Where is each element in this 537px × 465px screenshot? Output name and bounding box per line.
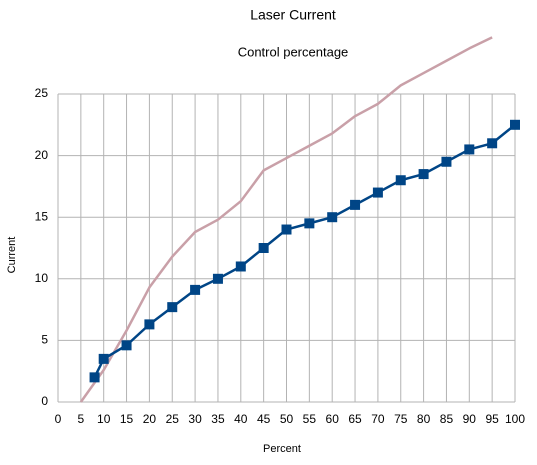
data-point (89, 372, 100, 383)
data-point (235, 261, 246, 272)
x-tick-label: 20 (143, 412, 157, 426)
x-tick-label: 25 (166, 412, 180, 426)
x-tick-label: 95 (485, 412, 499, 426)
x-tick-label: 40 (234, 412, 248, 426)
data-point (190, 284, 201, 295)
x-tick-label: 45 (257, 412, 271, 426)
series-line (79, 36, 493, 403)
data-point (395, 175, 406, 186)
x-tick-label: 65 (348, 412, 362, 426)
x-tick-label: 10 (97, 412, 111, 426)
data-point (144, 319, 155, 330)
x-tick-label: 60 (326, 412, 340, 426)
x-tick-label: 50 (280, 412, 294, 426)
y-tick-label: 5 (41, 333, 48, 347)
x-tick-label: 55 (303, 412, 317, 426)
data-point (487, 138, 498, 149)
y-tick-label: 25 (35, 86, 49, 100)
series-line (93, 123, 516, 378)
data-point (510, 119, 520, 130)
x-tick-label: 35 (211, 412, 225, 426)
x-tick-label: 90 (463, 412, 477, 426)
x-tick-label: 5 (78, 412, 85, 426)
x-tick-label: 15 (120, 412, 134, 426)
x-tick-label: 0 (55, 412, 62, 426)
data-point (441, 156, 452, 167)
x-axis-label: Percent (263, 443, 301, 455)
x-tick-label: 70 (371, 412, 385, 426)
data-point (418, 169, 429, 180)
chart-title: Laser Current (250, 7, 336, 23)
chart-subtitle: Control percentage (238, 44, 349, 59)
x-tick-label: 75 (394, 412, 408, 426)
data-point (258, 243, 269, 253)
y-tick-label: 0 (41, 394, 48, 408)
y-tick-label: 10 (35, 271, 49, 285)
x-tick-label: 100 (505, 412, 525, 426)
data-point (281, 224, 292, 235)
y-tick-label: 20 (35, 148, 49, 162)
y-axis-label: Current (6, 237, 18, 274)
data-point (121, 340, 132, 351)
data-point (464, 144, 475, 155)
y-tick-label: 15 (35, 209, 49, 223)
x-tick-label: 85 (440, 412, 454, 426)
x-tick-label: 30 (188, 412, 202, 426)
x-tick-label: 80 (417, 412, 431, 426)
data-point (327, 212, 338, 223)
data-point (372, 187, 383, 198)
data-point (98, 353, 109, 364)
data-point (304, 218, 315, 229)
data-point (212, 273, 223, 284)
data-point (350, 199, 361, 210)
data-point (167, 302, 178, 313)
